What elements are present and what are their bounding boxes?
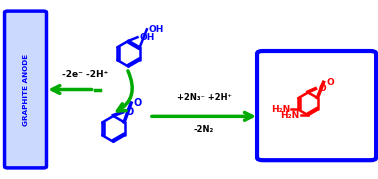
Text: H₂N: H₂N [280, 111, 300, 120]
Text: H₂N: H₂N [271, 105, 290, 114]
Text: O: O [326, 78, 334, 86]
Text: O: O [134, 98, 142, 108]
Text: OH: OH [149, 25, 164, 34]
Text: -2N₂: -2N₂ [194, 125, 214, 134]
FancyBboxPatch shape [5, 11, 46, 168]
Text: GRAPHITE ANODE: GRAPHITE ANODE [23, 54, 28, 125]
Text: OH: OH [139, 33, 155, 42]
Text: O: O [125, 107, 133, 117]
Text: -2e⁻ -2H⁺: -2e⁻ -2H⁺ [62, 70, 108, 79]
Text: O: O [318, 84, 326, 93]
FancyBboxPatch shape [257, 51, 376, 160]
Text: +2N₃⁻ +2H⁺: +2N₃⁻ +2H⁺ [177, 93, 231, 102]
